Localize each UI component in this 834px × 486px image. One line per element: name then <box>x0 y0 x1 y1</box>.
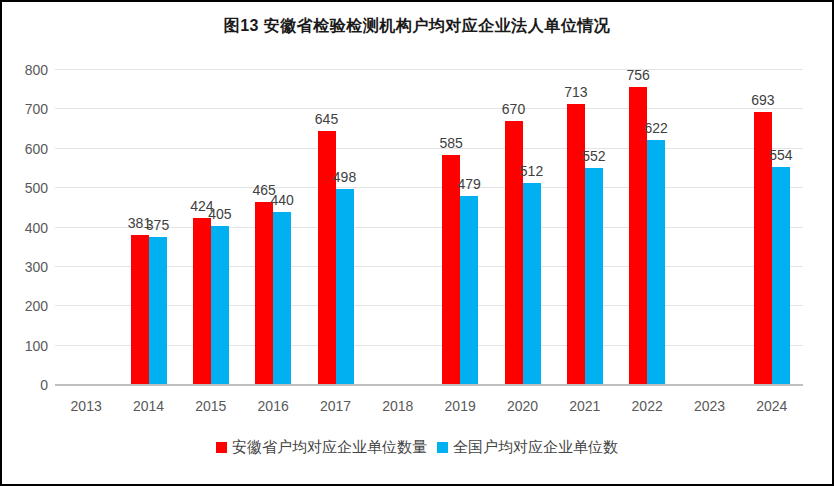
x-tick-label-2024: 2024 <box>741 398 803 414</box>
gridline-200 <box>55 305 803 306</box>
y-tick-label-600: 600 <box>8 141 48 157</box>
legend-label-1: 全国户均对应企业单位数 <box>453 438 618 457</box>
plot-area: 3813754244054654406454985854796705127135… <box>55 70 803 385</box>
data-label-series0-2024: 693 <box>751 92 774 108</box>
legend-marker-icon <box>437 442 448 453</box>
y-tick-label-300: 300 <box>8 259 48 275</box>
bar-series0-2020 <box>505 121 523 385</box>
gridline-800 <box>55 69 803 70</box>
data-label-series0-2022: 756 <box>626 67 649 83</box>
y-tick-label-800: 800 <box>8 62 48 78</box>
x-tick-label-2020: 2020 <box>492 398 554 414</box>
x-tick-label-2018: 2018 <box>367 398 429 414</box>
x-tick-label-2015: 2015 <box>180 398 242 414</box>
x-tick-label-2019: 2019 <box>429 398 491 414</box>
bar-series0-2016 <box>255 202 273 385</box>
y-tick-label-500: 500 <box>8 180 48 196</box>
y-tick-label-700: 700 <box>8 101 48 117</box>
legend-item-0: 安徽省户均对应企业单位数量 <box>216 438 427 457</box>
bar-series1-2014 <box>149 237 167 385</box>
x-tick-label-2016: 2016 <box>242 398 304 414</box>
gridline-600 <box>55 148 803 149</box>
gridline-700 <box>55 108 803 109</box>
bar-series0-2015 <box>193 218 211 385</box>
legend: 安徽省户均对应企业单位数量 全国户均对应企业单位数 <box>2 438 832 457</box>
x-tick-label-2014: 2014 <box>118 398 180 414</box>
x-tick-label-2013: 2013 <box>55 398 117 414</box>
data-label-series0-2021: 713 <box>564 84 587 100</box>
data-label-series0-2019: 585 <box>439 135 462 151</box>
legend-item-1: 全国户均对应企业单位数 <box>437 438 618 457</box>
bar-series0-2014 <box>131 235 149 385</box>
bar-series1-2016 <box>273 212 291 385</box>
data-label-series1-2020: 512 <box>520 163 543 179</box>
x-tick-label-2017: 2017 <box>305 398 367 414</box>
y-tick-label-400: 400 <box>8 220 48 236</box>
chart-frame: 图13 安徽省检验检测机构户均对应企业法人单位情况 38137542440546… <box>0 0 834 486</box>
bar-series1-2021 <box>585 168 603 385</box>
data-label-series1-2021: 552 <box>582 148 605 164</box>
bar-series1-2024 <box>772 167 790 385</box>
legend-marker-icon <box>216 442 227 453</box>
data-label-series0-2020: 670 <box>502 101 525 117</box>
data-label-series1-2022: 622 <box>644 120 667 136</box>
y-tick-label-0: 0 <box>8 377 48 393</box>
data-label-series1-2015: 405 <box>208 206 231 222</box>
gridline-100 <box>55 345 803 346</box>
x-axis-line <box>55 384 803 386</box>
x-tick-label-2021: 2021 <box>554 398 616 414</box>
bar-series0-2021 <box>567 104 585 385</box>
bar-series1-2019 <box>460 196 478 385</box>
bar-series1-2017 <box>336 189 354 385</box>
data-label-series1-2014: 375 <box>146 217 169 233</box>
x-tick-label-2022: 2022 <box>616 398 678 414</box>
x-tick-label-2023: 2023 <box>679 398 741 414</box>
bar-series1-2015 <box>211 226 229 385</box>
data-label-series0-2017: 645 <box>315 111 338 127</box>
data-label-series1-2016: 440 <box>270 192 293 208</box>
bar-series1-2022 <box>647 140 665 385</box>
data-label-series1-2019: 479 <box>457 176 480 192</box>
y-tick-label-200: 200 <box>8 298 48 314</box>
chart-title: 图13 安徽省检验检测机构户均对应企业法人单位情况 <box>2 16 832 37</box>
bar-series1-2020 <box>523 183 541 385</box>
y-tick-label-100: 100 <box>8 338 48 354</box>
gridline-300 <box>55 266 803 267</box>
data-label-series1-2017: 498 <box>333 169 356 185</box>
legend-label-0: 安徽省户均对应企业单位数量 <box>232 438 427 457</box>
data-label-series1-2024: 554 <box>769 147 792 163</box>
gridline-500 <box>55 187 803 188</box>
